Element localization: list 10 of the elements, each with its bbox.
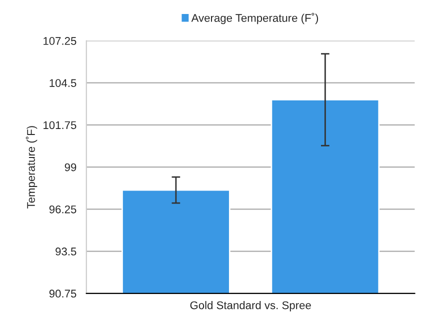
y-axis-title: Temperature (˚F): [26, 126, 38, 208]
y-tick-label: 90.75: [49, 290, 76, 298]
y-tick-label: 99: [64, 163, 76, 172]
y-tick-label: 93.5: [56, 248, 76, 256]
y-tick-label: 104.5: [50, 79, 76, 87]
x-axis-title: Gold Standard vs. Spree: [190, 301, 311, 312]
y-tick-label: 96.25: [49, 205, 76, 214]
y-tick-label: 101.75: [44, 121, 76, 130]
y-tick-label: 107.25: [44, 37, 76, 45]
legend-label: Average Temperature (F˚): [191, 12, 318, 24]
